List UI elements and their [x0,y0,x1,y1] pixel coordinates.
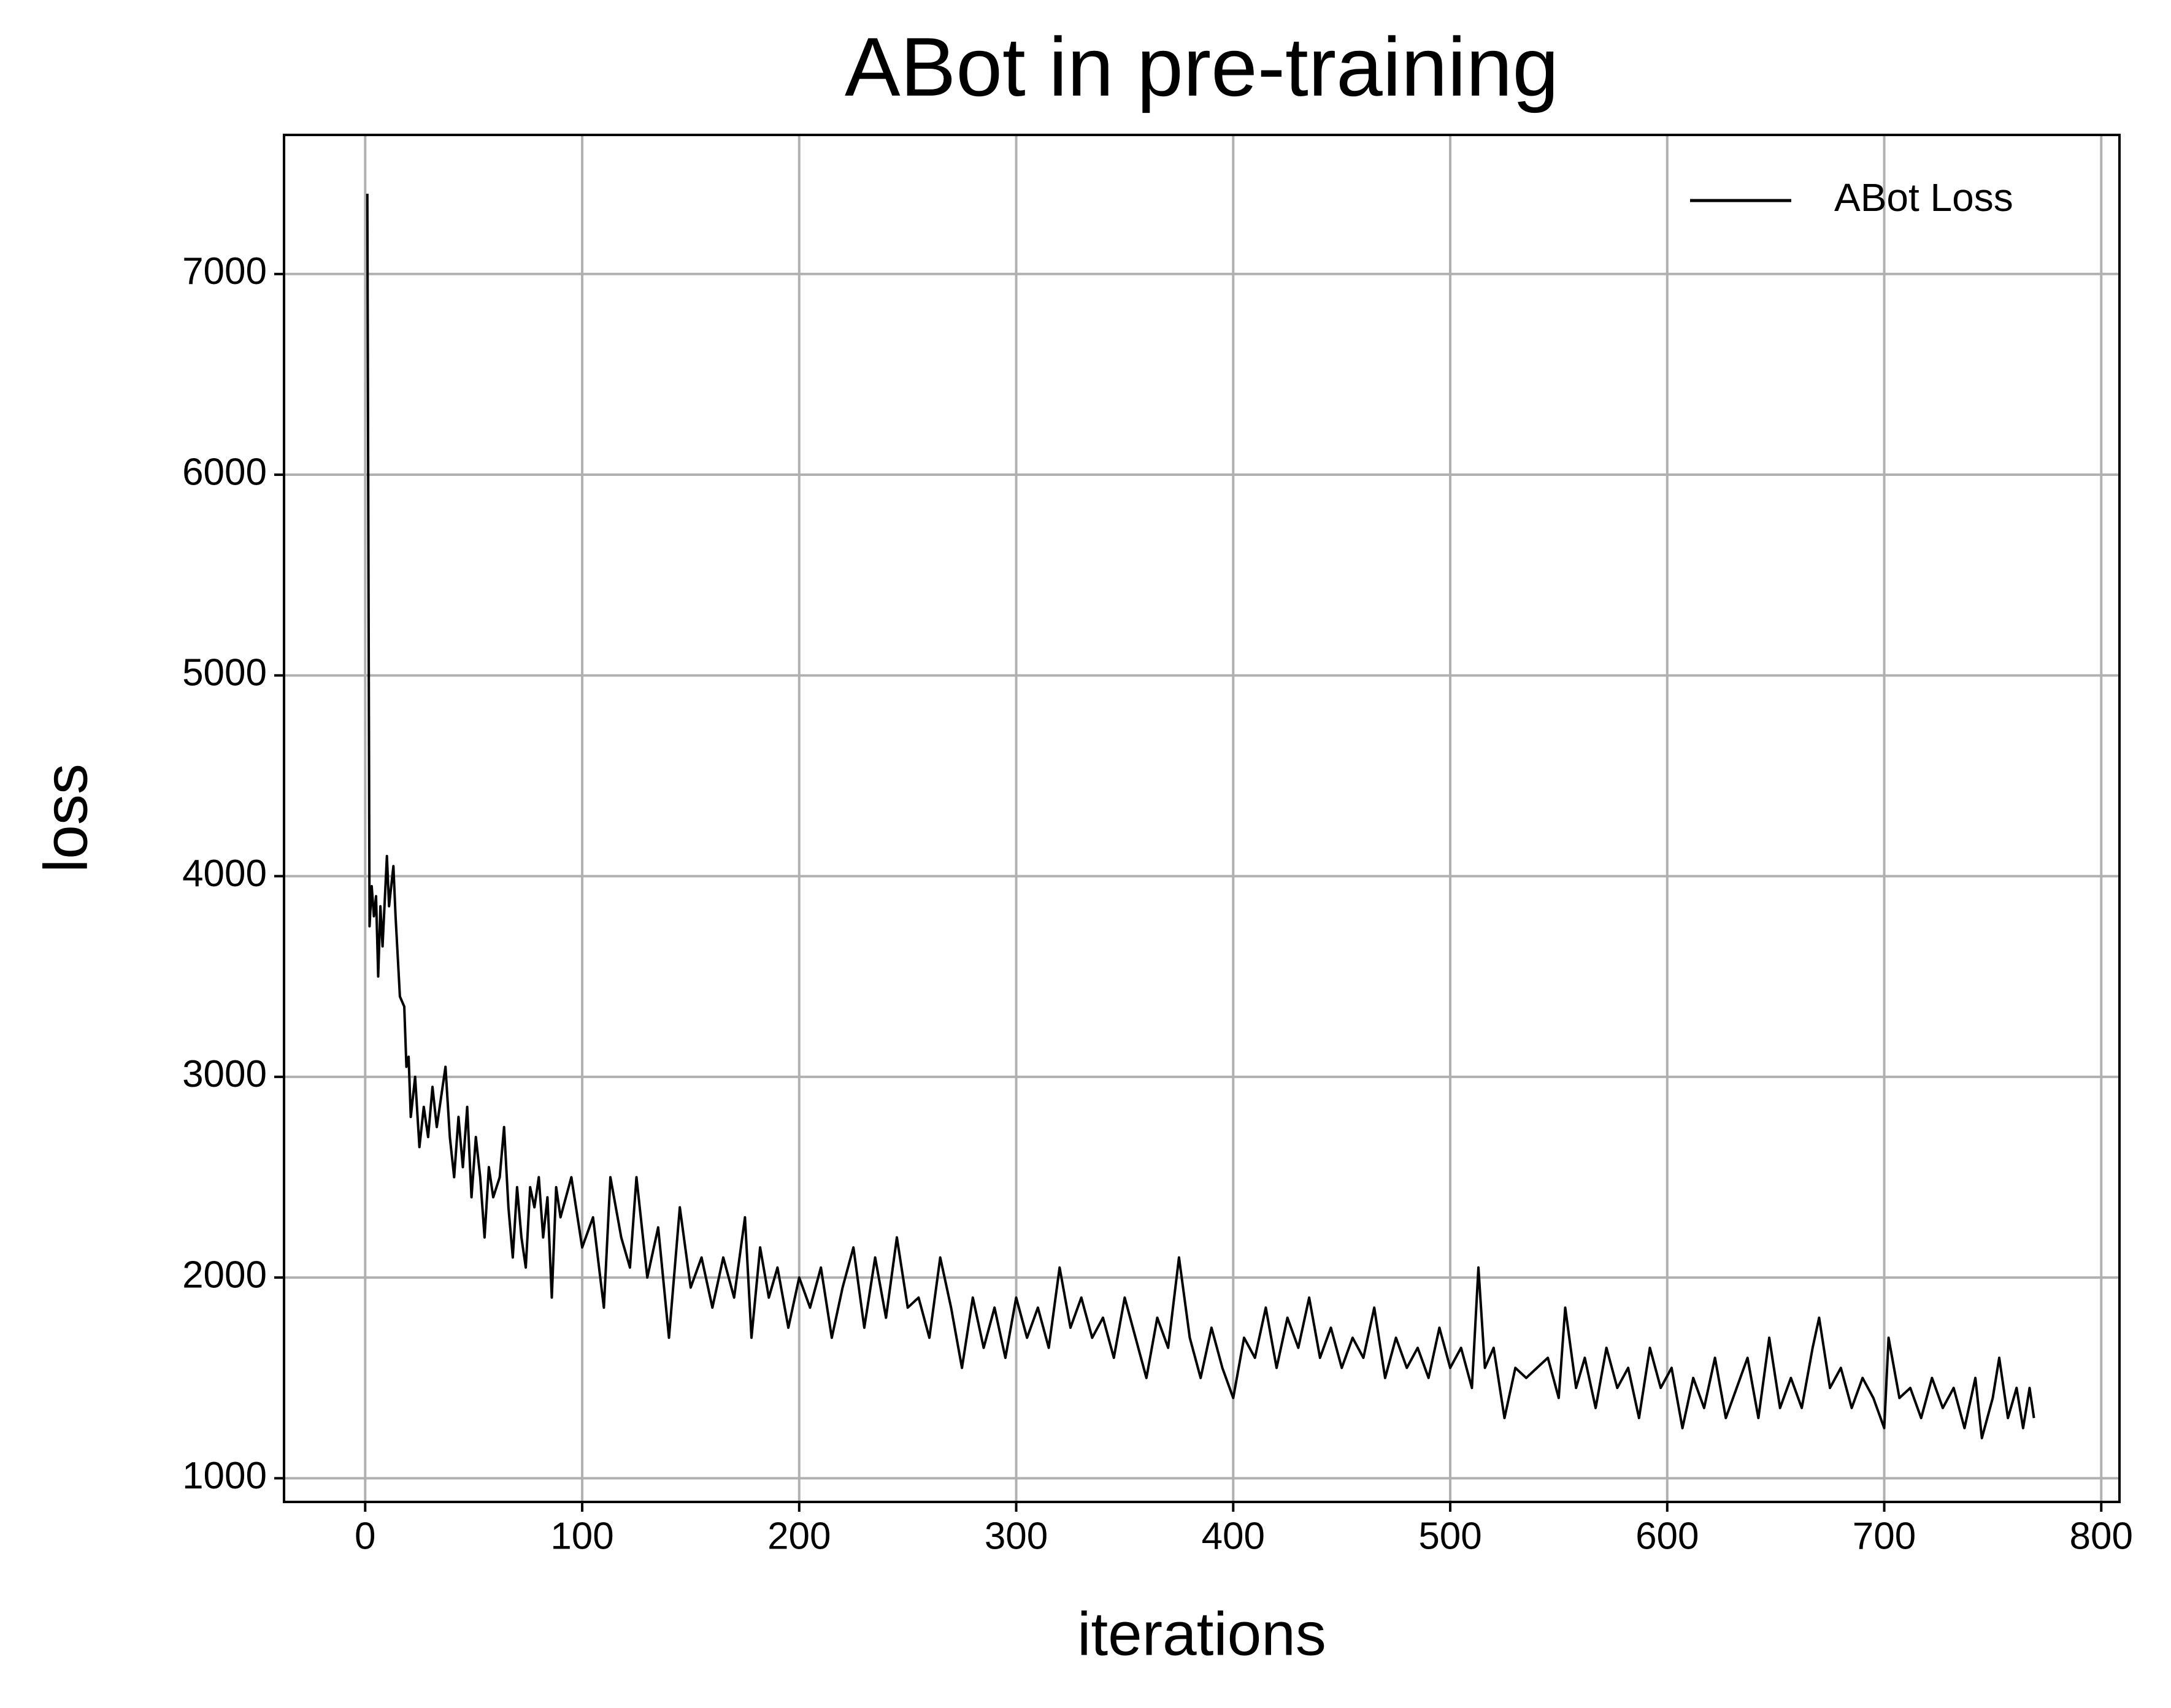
x-tick-label: 400 [1202,1515,1265,1557]
x-tick-label: 100 [550,1515,613,1557]
y-tick-label: 5000 [182,652,267,694]
x-tick-label: 300 [985,1515,1048,1557]
y-tick-label: 7000 [182,250,267,293]
y-tick-label: 2000 [182,1254,267,1296]
x-tick-label: 200 [767,1515,831,1557]
y-tick-label: 1000 [182,1455,267,1497]
x-axis-label: iterations [1077,1599,1326,1668]
y-axis-label: loss [31,764,100,873]
y-tick-label: 4000 [182,852,267,895]
loss-line [366,193,2035,1439]
x-tick-label: 600 [1635,1515,1699,1557]
x-tick-label: 800 [2070,1515,2133,1557]
x-tick-label: 0 [355,1515,375,1557]
x-tick-label: 500 [1418,1515,1481,1557]
chart-title: ABot in pre-training [845,20,1559,113]
legend-label: ABot Loss [1834,175,2013,220]
y-tick-label: 3000 [182,1053,267,1095]
plot-frame [283,134,2121,1503]
y-tick-label: 6000 [182,451,267,493]
x-tick-label: 700 [1853,1515,1916,1557]
